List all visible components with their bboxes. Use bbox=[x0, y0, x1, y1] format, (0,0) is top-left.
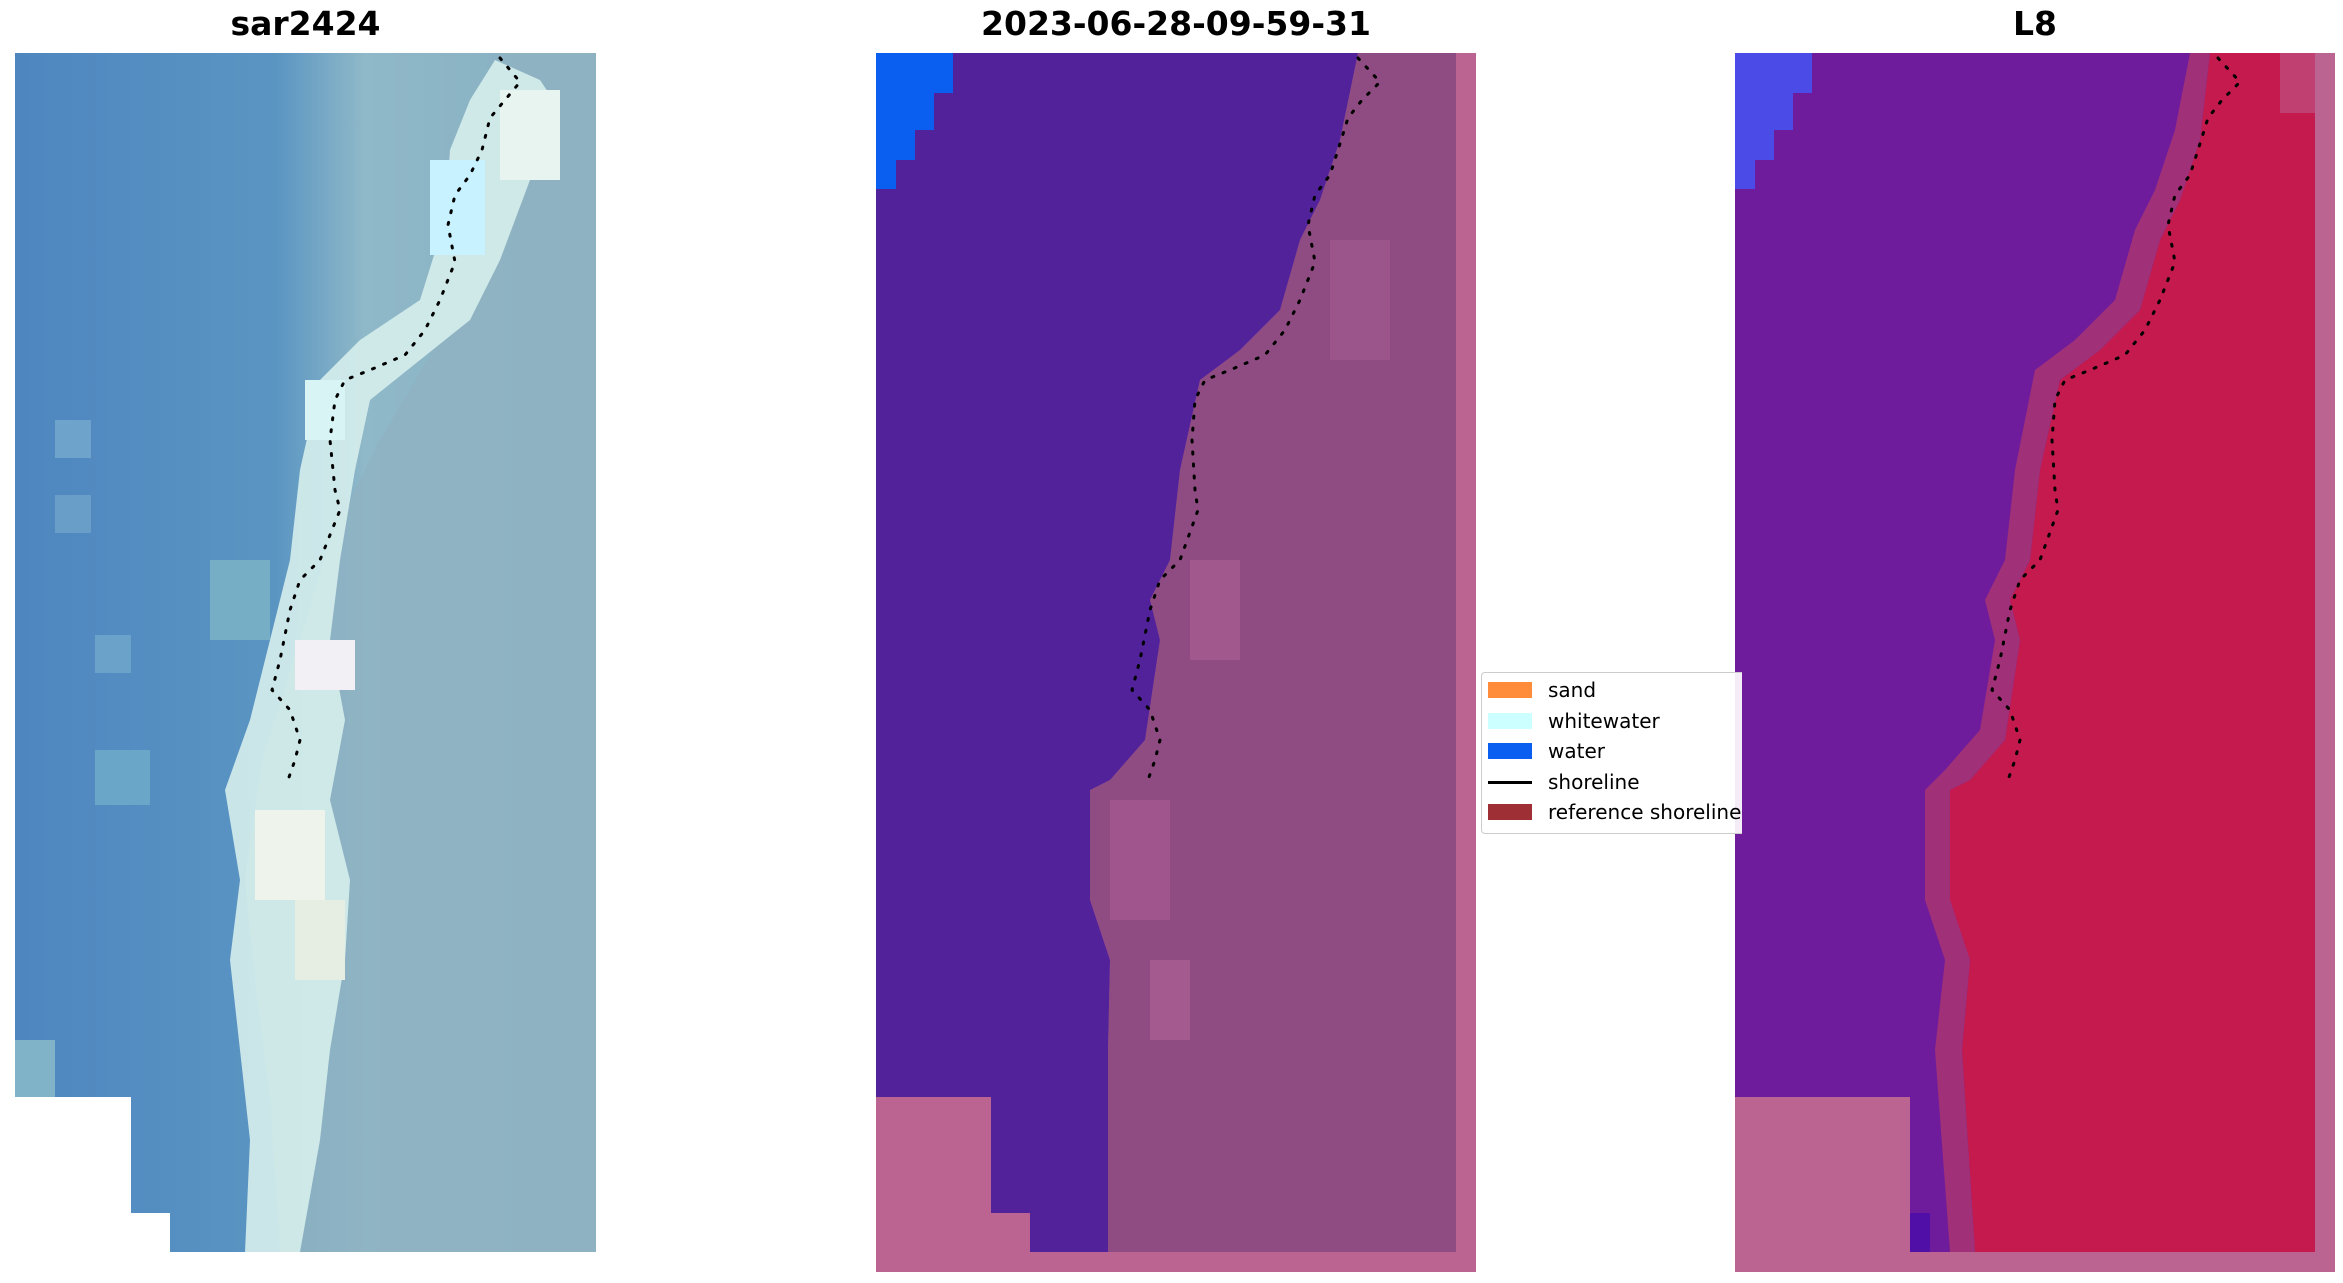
rgb-blob bbox=[55, 420, 91, 458]
panel-title-rgb: sar2424 bbox=[230, 4, 381, 43]
index-corner-blue bbox=[1735, 53, 1812, 189]
sand-texture bbox=[1190, 560, 1240, 660]
legend-line-shoreline bbox=[1488, 780, 1532, 784]
water-class-corner bbox=[876, 53, 953, 189]
legend-item-whitewater: whitewater bbox=[1488, 706, 1660, 736]
rgb-blob bbox=[210, 560, 270, 640]
legend-swatch-whitewater bbox=[1488, 713, 1532, 729]
legend-label: sand bbox=[1548, 678, 1597, 702]
legend-swatch-water bbox=[1488, 743, 1532, 759]
classified-image bbox=[876, 53, 1476, 1272]
rgb-image bbox=[15, 53, 596, 1252]
legend-swatch-sand bbox=[1488, 682, 1532, 698]
rgb-blob bbox=[55, 495, 91, 533]
legend-label: water bbox=[1548, 739, 1605, 763]
legend-label: shoreline bbox=[1548, 770, 1640, 794]
panel-title-classified: 2023-06-28-09-59-31 bbox=[981, 4, 1371, 43]
index-transition bbox=[1925, 53, 2210, 1252]
index-corner-pink bbox=[1853, 1213, 1913, 1252]
index-corner-pink bbox=[1735, 1097, 1853, 1252]
index-texture bbox=[2280, 53, 2315, 113]
sand-texture bbox=[1110, 800, 1170, 920]
rgb-highlight bbox=[255, 810, 325, 900]
legend-item-sand: sand bbox=[1488, 675, 1596, 705]
rgb-highlight bbox=[500, 90, 560, 180]
legend-swatch-reference-shoreline bbox=[1488, 804, 1532, 820]
legend-label: whitewater bbox=[1548, 709, 1660, 733]
index-land bbox=[1950, 53, 2315, 1252]
panel-title-index: L8 bbox=[2013, 4, 2057, 43]
index-shoreline bbox=[1990, 56, 2243, 782]
rgb-highlight bbox=[295, 900, 345, 980]
index-image bbox=[1735, 53, 2335, 1272]
rgb-highlight bbox=[295, 640, 355, 690]
classified-shoreline bbox=[1130, 56, 1383, 782]
rgb-highlight bbox=[430, 160, 485, 255]
rgb-blob bbox=[95, 750, 150, 805]
rgb-shoreline bbox=[270, 56, 522, 782]
rgb-highlight bbox=[305, 380, 345, 440]
legend-label: reference shoreline bbox=[1548, 800, 1742, 824]
sand-texture bbox=[1330, 240, 1390, 360]
legend-item-water: water bbox=[1488, 736, 1605, 766]
index-dark-cell bbox=[1910, 1213, 1930, 1252]
legend: sand whitewater water shoreline referenc… bbox=[1481, 672, 1742, 834]
rgb-blob bbox=[15, 1040, 55, 1097]
legend-item-shoreline: shoreline bbox=[1488, 767, 1640, 797]
rgb-blob bbox=[95, 635, 131, 673]
legend-item-reference-shoreline: reference shoreline bbox=[1488, 797, 1741, 827]
sand-texture bbox=[1150, 960, 1190, 1040]
water-region bbox=[876, 53, 1358, 1252]
